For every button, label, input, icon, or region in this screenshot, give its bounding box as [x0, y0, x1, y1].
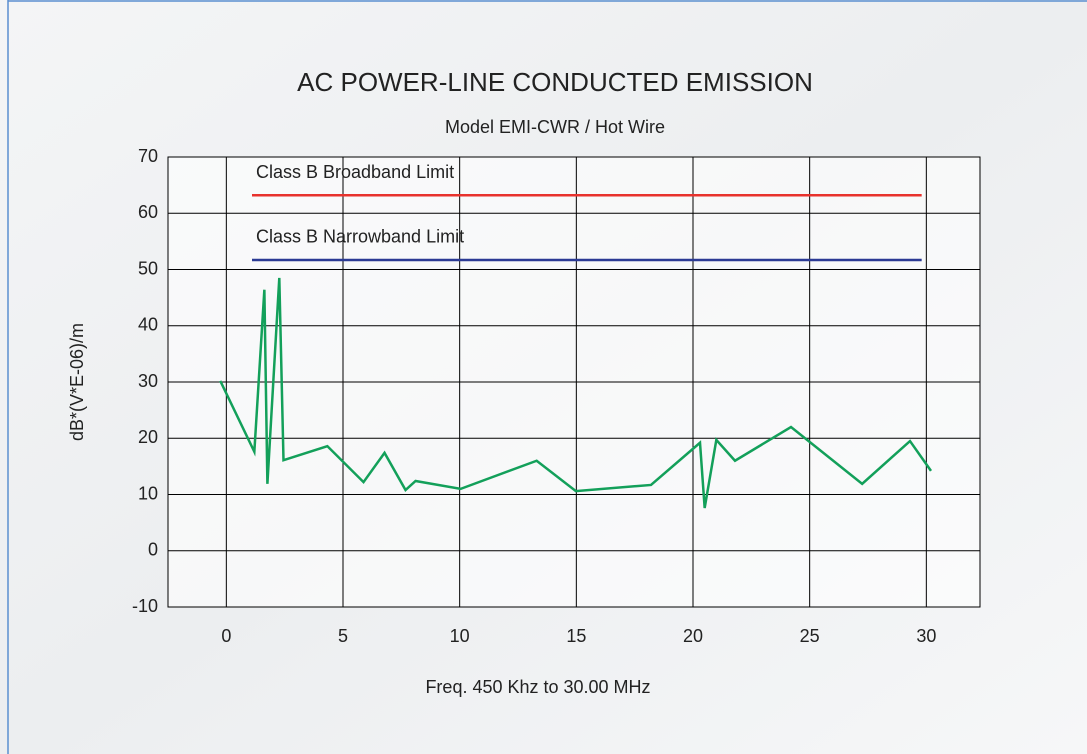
x-tick-label: 15 [566, 626, 586, 646]
y-tick-label: 70 [138, 146, 158, 166]
chart-subtitle: Model EMI-CWR / Hot Wire [445, 117, 665, 137]
chart: AC POWER-LINE CONDUCTED EMISSION Model E… [0, 0, 1087, 754]
x-tick-label: 30 [916, 626, 936, 646]
y-tick-label: 10 [138, 483, 158, 503]
x-axis-label: Freq. 450 Khz to 30.00 MHz [425, 677, 650, 697]
y-tick-label: 20 [138, 427, 158, 447]
y-tick-label: 40 [138, 315, 158, 335]
chart-title: AC POWER-LINE CONDUCTED EMISSION [297, 67, 813, 97]
x-tick-label: 10 [450, 626, 470, 646]
x-tick-label: 5 [338, 626, 348, 646]
x-tick-label: 20 [683, 626, 703, 646]
y-tick-label: 30 [138, 371, 158, 391]
y-tick-label: 60 [138, 202, 158, 222]
x-tick-label: 0 [221, 626, 231, 646]
y-tick-label: 50 [138, 258, 158, 278]
series-label: Class B Broadband Limit [256, 162, 454, 182]
y-axis-label: dB*(V*E-06)/m [67, 323, 87, 441]
series-label: Class B Narrowband Limit [256, 227, 464, 247]
page: AC POWER-LINE CONDUCTED EMISSION Model E… [0, 0, 1087, 754]
y-tick-label: -10 [132, 596, 158, 616]
x-tick-label: 25 [800, 626, 820, 646]
y-tick-label: 0 [148, 540, 158, 560]
